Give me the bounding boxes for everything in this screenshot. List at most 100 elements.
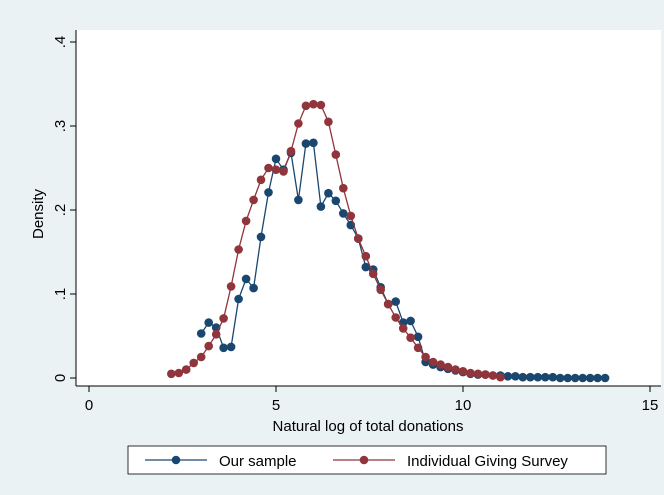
data-point-individual-giving-survey [271, 165, 281, 174]
x-tick-label: 10 [455, 397, 472, 414]
data-point-individual-giving-survey [174, 368, 184, 378]
data-point-our-sample [271, 154, 281, 164]
data-point-individual-giving-survey [354, 234, 363, 243]
legend-item-individual-giving-survey: Individual Giving Survey [333, 453, 568, 470]
data-point-individual-giving-survey [234, 245, 243, 254]
legend-item-our-sample: Our sample [145, 453, 297, 470]
data-point-our-sample [324, 188, 333, 198]
data-point-individual-giving-survey [249, 195, 258, 205]
data-point-individual-giving-survey [219, 314, 228, 323]
data-point-our-sample [264, 188, 273, 197]
data-point-individual-giving-survey [383, 299, 393, 309]
data-point-individual-giving-survey [451, 365, 460, 374]
legend-marker [359, 455, 369, 465]
data-point-our-sample [256, 232, 266, 242]
legend-marker [171, 455, 181, 465]
y-axis-title: Density [30, 188, 47, 239]
data-point-individual-giving-survey [189, 358, 198, 368]
data-point-individual-giving-survey [226, 282, 236, 291]
data-point-individual-giving-survey [496, 372, 505, 382]
data-point-our-sample [249, 283, 258, 293]
data-point-our-sample [361, 262, 371, 272]
data-point-our-sample [309, 138, 318, 148]
data-point-our-sample [204, 318, 213, 327]
legend: Our sample Individual Giving Survey [127, 445, 607, 475]
data-point-individual-giving-survey [256, 175, 266, 185]
data-point-individual-giving-survey [413, 343, 423, 353]
data-point-our-sample [563, 373, 572, 383]
data-point-our-sample [578, 373, 587, 383]
data-point-our-sample [331, 196, 341, 206]
data-point-our-sample [301, 139, 311, 148]
data-point-individual-giving-survey [436, 360, 445, 369]
data-point-our-sample [196, 329, 206, 338]
data-point-individual-giving-survey [241, 216, 251, 226]
y-tick-label: .1 [52, 288, 69, 301]
data-point-our-sample [413, 332, 423, 342]
data-point-individual-giving-survey [443, 362, 453, 372]
data-point-our-sample [600, 373, 610, 383]
data-point-our-sample [391, 297, 401, 306]
data-point-individual-giving-survey [391, 313, 401, 322]
data-point-our-sample [511, 372, 520, 381]
data-point-individual-giving-survey [286, 146, 296, 156]
data-point-individual-giving-survey [376, 285, 386, 295]
data-point-individual-giving-survey [279, 167, 288, 176]
data-point-our-sample [548, 372, 558, 382]
plot-area [76, 30, 661, 386]
data-point-individual-giving-survey [264, 163, 273, 173]
data-point-individual-giving-survey [488, 371, 498, 380]
data-point-our-sample [339, 209, 348, 218]
data-point-individual-giving-survey [196, 352, 206, 362]
data-point-individual-giving-survey [331, 150, 341, 159]
data-point-individual-giving-survey [368, 269, 378, 279]
x-axis-title: Natural log of total donations [273, 418, 464, 435]
data-point-individual-giving-survey [301, 101, 311, 111]
data-point-our-sample [585, 373, 595, 383]
data-point-individual-giving-survey [309, 99, 318, 109]
data-point-our-sample [541, 372, 550, 382]
data-point-our-sample [406, 316, 415, 326]
data-point-individual-giving-survey [406, 333, 415, 343]
data-point-individual-giving-survey [346, 211, 356, 221]
data-point-individual-giving-survey [211, 330, 221, 339]
y-tick-label: .2 [52, 204, 69, 217]
axes: 0 5 10 15 0 .1 .2 .3 .4 [52, 30, 661, 414]
legend-label: Individual Giving Survey [407, 453, 568, 470]
data-point-individual-giving-survey [398, 324, 408, 333]
y-tick-label: 0 [52, 374, 69, 382]
data-point-our-sample [226, 342, 236, 352]
data-point-individual-giving-survey [481, 370, 490, 379]
data-point-our-sample [503, 372, 513, 381]
data-point-our-sample [219, 343, 228, 353]
data-point-individual-giving-survey [361, 251, 371, 261]
x-tick-label: 0 [85, 397, 93, 414]
data-point-our-sample [518, 372, 528, 382]
data-point-individual-giving-survey [204, 341, 213, 351]
data-point-individual-giving-survey [167, 369, 176, 379]
data-point-our-sample [241, 274, 251, 284]
data-point-individual-giving-survey [339, 183, 348, 193]
data-point-individual-giving-survey [421, 352, 430, 362]
y-tick-label: .3 [52, 120, 69, 133]
data-point-individual-giving-survey [466, 368, 475, 378]
data-point-individual-giving-survey [324, 117, 333, 127]
y-tick-label: .4 [52, 36, 69, 49]
data-point-our-sample [555, 373, 565, 383]
data-point-our-sample [593, 373, 602, 383]
data-point-individual-giving-survey [294, 119, 303, 128]
x-tick-label: 15 [642, 397, 659, 414]
data-point-our-sample [294, 195, 303, 205]
data-point-our-sample [234, 294, 243, 304]
data-point-our-sample [570, 373, 580, 383]
data-point-individual-giving-survey [458, 367, 468, 376]
data-point-individual-giving-survey [181, 365, 191, 374]
data-point-individual-giving-survey [473, 369, 483, 379]
data-point-individual-giving-survey [428, 357, 438, 367]
data-point-our-sample [533, 372, 543, 382]
data-point-individual-giving-survey [316, 100, 326, 110]
x-tick-label: 5 [272, 397, 280, 414]
series-layer [167, 99, 610, 383]
data-point-our-sample [316, 202, 326, 211]
